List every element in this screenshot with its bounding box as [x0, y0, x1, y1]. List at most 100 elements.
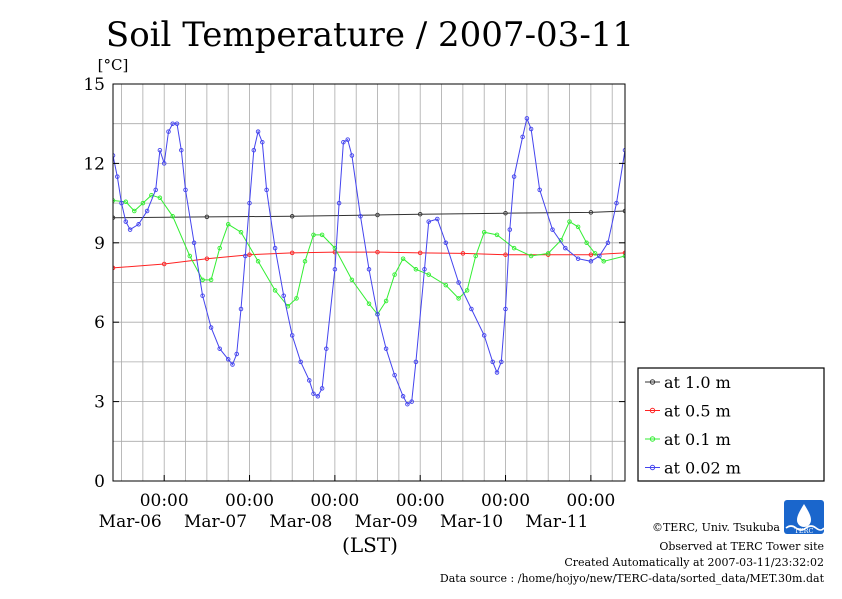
- data-point: [187, 253, 193, 259]
- data-point: [622, 208, 625, 214]
- axes: 0369121500:00Mar-0600:00Mar-0700:00Mar-0…: [83, 75, 625, 532]
- data-point: [225, 222, 231, 227]
- data-point: [255, 259, 261, 264]
- data-point: [545, 251, 551, 256]
- series-group: [113, 249, 625, 271]
- legend-marker: [649, 407, 656, 414]
- data-point: [400, 394, 406, 399]
- data-point: [640, 228, 644, 232]
- data-point: [375, 312, 380, 317]
- data-point: [247, 252, 252, 257]
- data-point: [127, 227, 133, 232]
- data-point: [157, 195, 163, 201]
- data-point: [413, 359, 419, 365]
- x-tick-date-label: Mar-06: [99, 512, 162, 532]
- data-point: [524, 116, 530, 121]
- data-point: [588, 252, 594, 257]
- data-point: [657, 334, 661, 338]
- data-point: [161, 161, 167, 166]
- data-point: [140, 200, 146, 206]
- data-point: [490, 359, 495, 365]
- legend-label: at 0.1 m: [664, 430, 731, 449]
- series-group: [113, 208, 625, 220]
- data-point: [307, 378, 312, 383]
- data-point: [349, 277, 355, 283]
- legend: at 1.0 m at 0.5 m at 0.1 m at 0.02 m: [637, 367, 825, 482]
- data-point: [588, 210, 594, 215]
- data-point: [153, 187, 158, 193]
- data-point: [289, 250, 295, 256]
- data-point: [375, 212, 380, 218]
- data-point: [632, 127, 636, 131]
- y-unit-label: [°C]: [98, 56, 129, 74]
- data-point: [464, 288, 470, 293]
- x-axis-label: (LST): [342, 533, 398, 557]
- series-group: [113, 192, 625, 317]
- data-point: [628, 127, 632, 131]
- data-point: [281, 293, 286, 298]
- data-point: [170, 214, 175, 219]
- data-point: [366, 267, 372, 272]
- data-point: [550, 227, 555, 232]
- data-point: [204, 214, 210, 220]
- data-point: [503, 210, 508, 216]
- data-point: [113, 153, 116, 158]
- data-point: [324, 346, 329, 351]
- data-point: [584, 240, 589, 246]
- data-point: [289, 214, 295, 219]
- x-tick-date-label: Mar-07: [184, 512, 247, 532]
- legend-marker: [649, 464, 656, 471]
- data-point: [208, 325, 214, 330]
- data-point: [507, 227, 513, 232]
- data-point: [302, 259, 308, 264]
- data-point: [264, 187, 269, 193]
- plot-frame: [112, 83, 626, 482]
- data-point: [443, 240, 449, 246]
- data-point: [575, 224, 581, 230]
- data-point: [255, 129, 261, 134]
- data-point: [341, 139, 346, 145]
- data-point: [332, 267, 338, 272]
- data-point: [622, 250, 625, 256]
- data-point: [123, 219, 129, 224]
- data-point: [614, 200, 619, 206]
- series-line: [113, 116, 625, 405]
- series-layer: [113, 116, 661, 407]
- x-tick-time-label: 00:00: [310, 491, 359, 511]
- data-point: [238, 229, 244, 235]
- data-point: [204, 256, 210, 261]
- data-point: [575, 256, 581, 261]
- data-point: [358, 214, 363, 219]
- terc-logo-text: TERC: [795, 527, 814, 535]
- data-point: [383, 346, 389, 351]
- data-point: [174, 121, 180, 126]
- data-point: [375, 249, 380, 255]
- data-point: [217, 346, 222, 351]
- data-point: [238, 306, 244, 312]
- data-point: [636, 162, 640, 166]
- data-point: [113, 265, 116, 271]
- data-point: [400, 256, 406, 261]
- x-tick-time-label: 00:00: [140, 491, 189, 511]
- data-point: [426, 272, 431, 277]
- y-tick-label: 9: [94, 234, 105, 254]
- gridlines: [113, 84, 625, 481]
- legend-label: at 1.0 m: [664, 373, 731, 392]
- data-point: [392, 372, 397, 378]
- footer-created: Created Automatically at 2007-03-11/23:3…: [564, 556, 824, 569]
- data-point: [294, 296, 299, 301]
- x-tick-date-label: Mar-10: [440, 512, 503, 532]
- data-point: [435, 216, 440, 222]
- data-point: [405, 401, 410, 407]
- y-tick-label: 0: [94, 472, 105, 492]
- data-point: [234, 351, 239, 357]
- data-point: [503, 306, 508, 312]
- data-point: [528, 253, 534, 259]
- data-point: [336, 200, 342, 206]
- x-tick-date-label: Mar-11: [525, 512, 588, 532]
- data-point: [460, 251, 466, 256]
- data-point: [183, 187, 188, 193]
- data-point: [469, 306, 474, 312]
- data-point: [494, 370, 500, 375]
